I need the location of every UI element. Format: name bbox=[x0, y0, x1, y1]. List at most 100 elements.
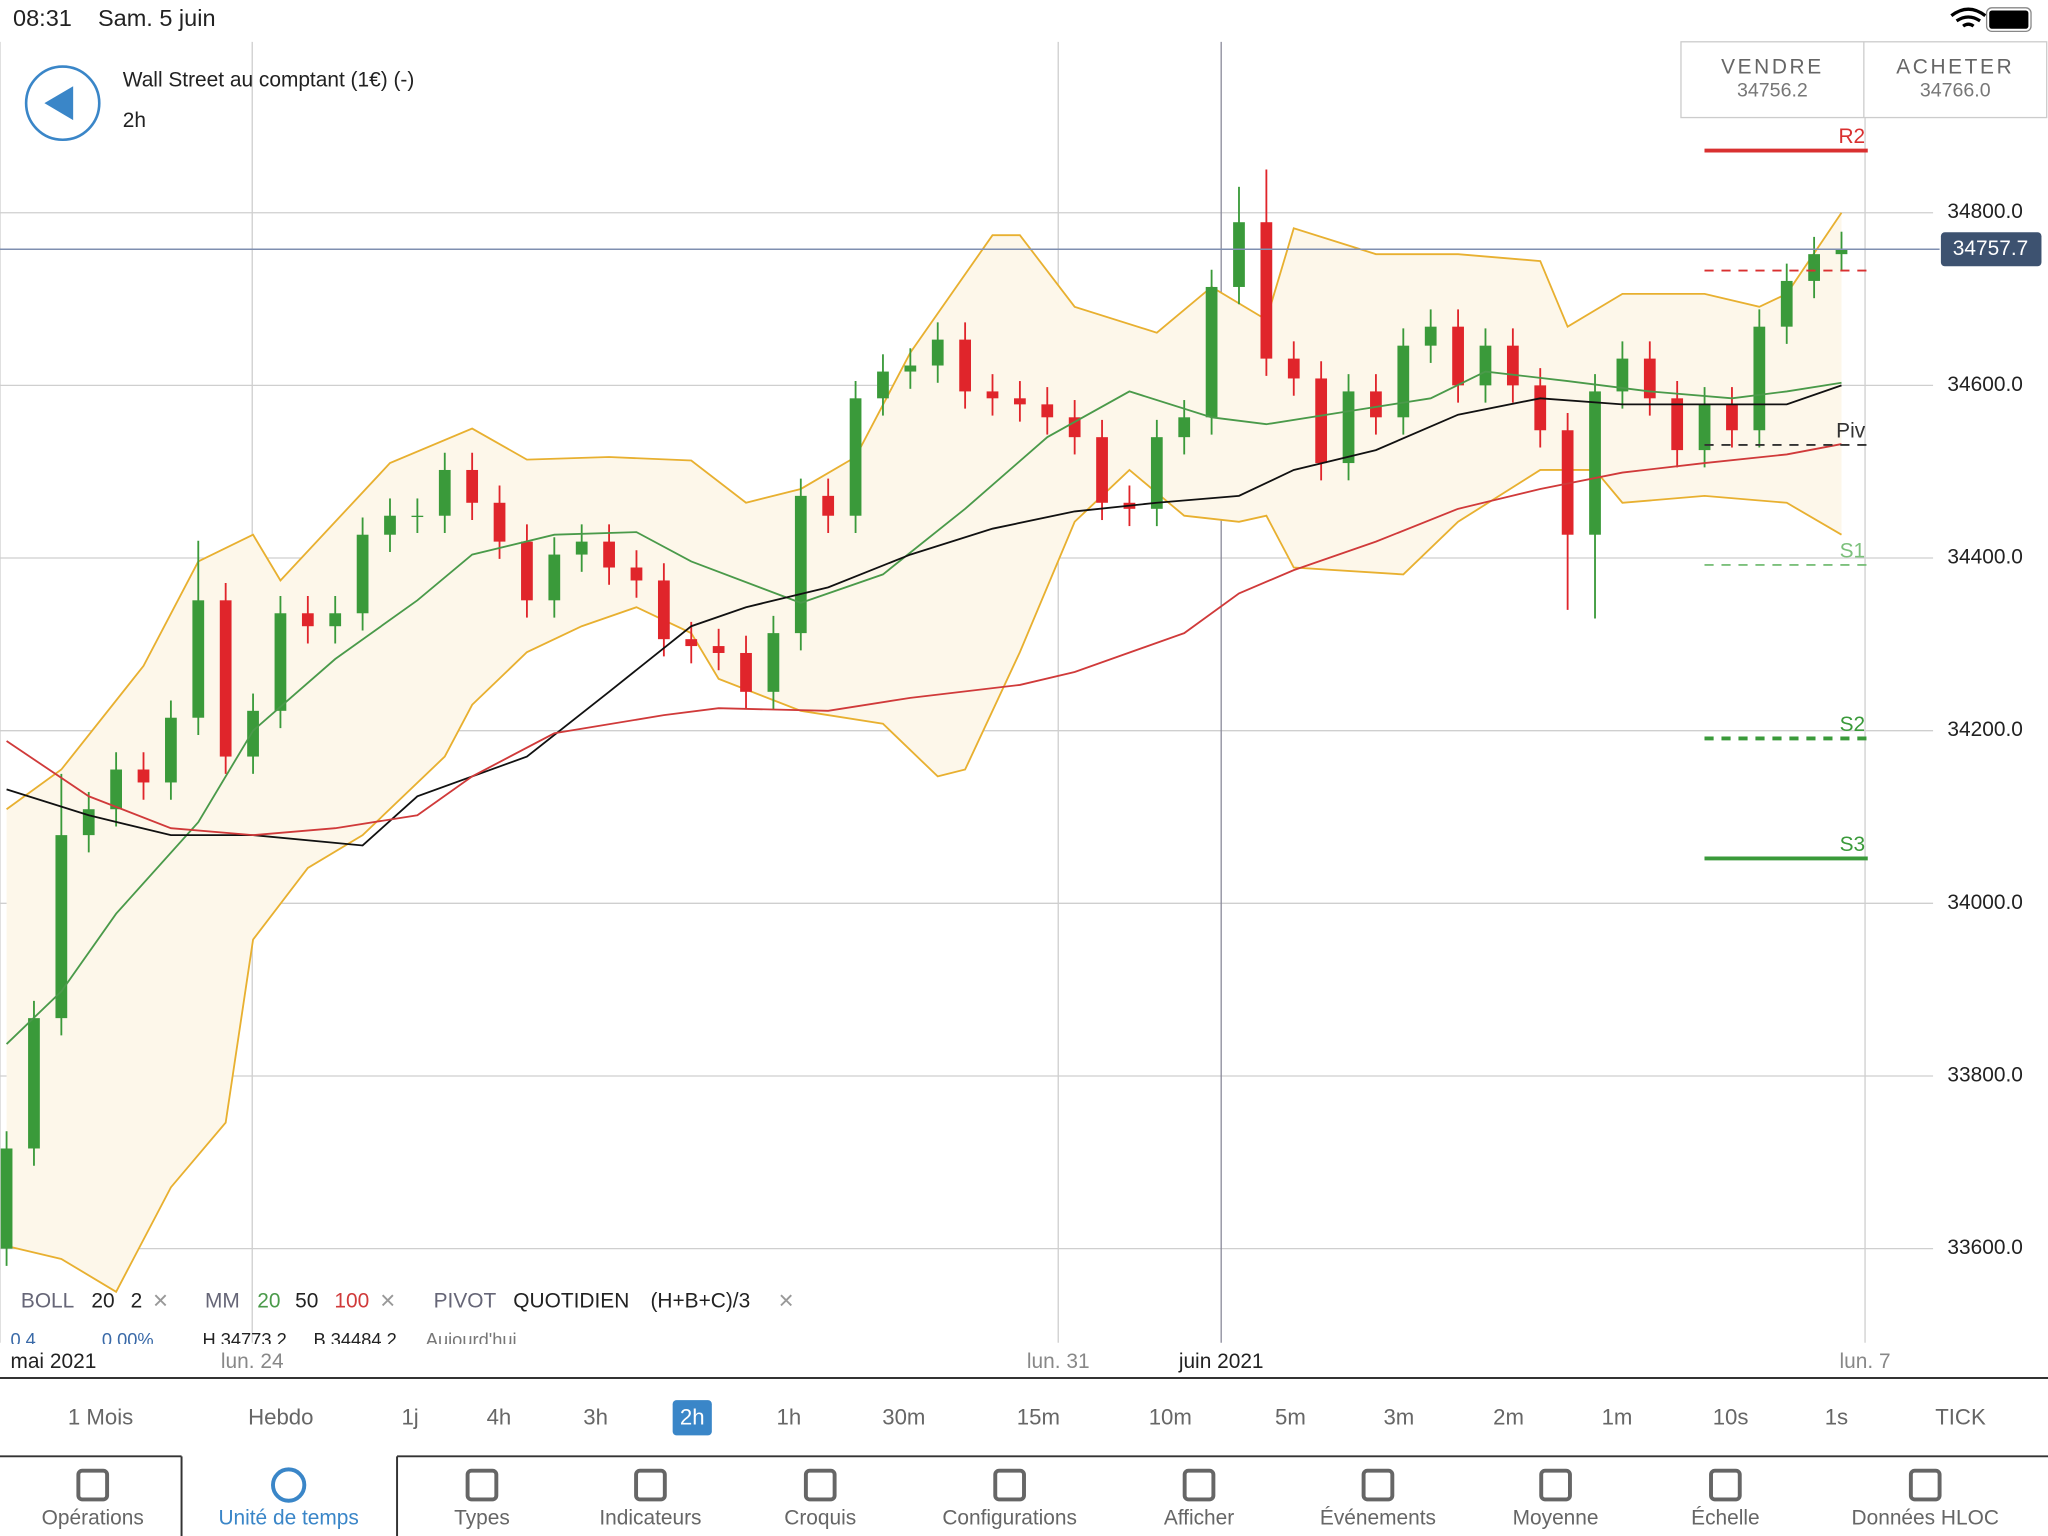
y-tick-label: 34800.0 bbox=[1947, 200, 2022, 223]
stat: B 34484.2 bbox=[313, 1329, 396, 1350]
mm-param: 100 bbox=[334, 1290, 369, 1313]
candle-body bbox=[1096, 437, 1108, 503]
timeframe-button[interactable]: Hebdo bbox=[248, 1404, 313, 1429]
y-tick-label: 33800.0 bbox=[1947, 1063, 2022, 1086]
moving-average bbox=[6, 443, 1842, 837]
pivot-label: PIVOT bbox=[434, 1290, 497, 1313]
candle-body bbox=[1424, 326, 1437, 346]
candle-body bbox=[1370, 391, 1382, 418]
tab-border bbox=[180, 1456, 399, 1536]
candle-body bbox=[1534, 385, 1547, 431]
candle-body bbox=[1260, 222, 1273, 359]
remove-pivot[interactable]: × bbox=[778, 1285, 793, 1315]
timeframe-label: 4h bbox=[487, 1404, 512, 1429]
moving-average bbox=[6, 384, 1842, 847]
timeframe-label: Hebdo bbox=[248, 1404, 313, 1429]
candle-body bbox=[1616, 358, 1629, 392]
timeframe-button[interactable]: 1m bbox=[1602, 1404, 1633, 1429]
timeframe-button[interactable]: 30m bbox=[882, 1404, 925, 1429]
toolbar-button[interactable]: Événements bbox=[1320, 1468, 1436, 1530]
candle-body bbox=[657, 580, 670, 640]
timeframe-button[interactable]: 1h bbox=[777, 1404, 802, 1429]
candle-body bbox=[548, 554, 561, 601]
toolbar-icon bbox=[1908, 1468, 1942, 1502]
timeframe-button[interactable]: 5m bbox=[1275, 1404, 1306, 1429]
candle-body bbox=[1178, 417, 1191, 438]
x-tick-label: lun. 24 bbox=[221, 1350, 284, 1373]
toolbar-button[interactable]: Opérations bbox=[42, 1468, 144, 1530]
timeframe-label: 1 Mois bbox=[68, 1404, 133, 1429]
toolbar-button[interactable]: Croquis bbox=[784, 1468, 856, 1530]
timeframe-label: 10m bbox=[1149, 1404, 1192, 1429]
toolbar-icon bbox=[76, 1468, 110, 1502]
timeframe-button[interactable]: TICK bbox=[1935, 1404, 1986, 1429]
moving-average bbox=[5, 370, 1842, 1045]
candle-body bbox=[55, 835, 68, 1019]
toolbar-button[interactable]: Unité de temps bbox=[180, 1453, 399, 1536]
bollinger-fill bbox=[6, 212, 1842, 1292]
x-tick-label: juin 2021 bbox=[1178, 1350, 1264, 1373]
candle-body bbox=[137, 769, 150, 783]
toolbar-button[interactable]: Configurations bbox=[942, 1468, 1077, 1530]
pivot-label: S3 bbox=[1840, 833, 1866, 856]
candle-body bbox=[959, 339, 971, 392]
timeframe-button[interactable]: 3h bbox=[583, 1404, 608, 1429]
y-tick-label: 33600.0 bbox=[1947, 1236, 2022, 1259]
candle-body bbox=[1698, 404, 1711, 451]
candle-body bbox=[986, 391, 999, 399]
timeframe-label: 3h bbox=[583, 1404, 608, 1429]
candle-body bbox=[712, 646, 725, 653]
timeframe-label: 5m bbox=[1275, 1404, 1306, 1429]
candle-body bbox=[0, 1148, 13, 1249]
remove-mm[interactable]: × bbox=[380, 1285, 395, 1315]
toolbar-icon bbox=[271, 1467, 307, 1503]
toolbar-icon bbox=[1361, 1468, 1395, 1502]
timeframe-button[interactable]: 15m bbox=[1017, 1404, 1060, 1429]
candle-body bbox=[1808, 254, 1820, 281]
candle-body bbox=[82, 809, 95, 836]
candle-body bbox=[685, 639, 698, 647]
timeframe-button[interactable]: 4h bbox=[487, 1404, 512, 1429]
toolbar-button[interactable]: Échelle bbox=[1691, 1468, 1760, 1530]
stat: 0.00% bbox=[102, 1329, 154, 1350]
timeframe-button[interactable]: 10s bbox=[1713, 1404, 1749, 1429]
sell-button[interactable]: VENDRE 34756.2 bbox=[1721, 55, 1824, 101]
toolbar-button[interactable]: Moyenne bbox=[1513, 1468, 1599, 1530]
pivot-label: R2 bbox=[1838, 125, 1865, 148]
candle-body bbox=[931, 339, 944, 366]
candle-body bbox=[822, 495, 835, 516]
candle-body bbox=[877, 371, 889, 399]
timeframe-button[interactable]: 1s bbox=[1825, 1404, 1848, 1429]
candle-body bbox=[301, 613, 314, 627]
timeframe-button[interactable]: 2m bbox=[1493, 1404, 1524, 1429]
timeframe-button[interactable]: 1j bbox=[401, 1404, 418, 1429]
mm-param: 50 bbox=[295, 1290, 318, 1313]
y-tick-label: 34000.0 bbox=[1947, 891, 2022, 914]
candle-body bbox=[411, 515, 424, 518]
toolbar-label: Types bbox=[454, 1507, 510, 1530]
toolbar-label: Indicateurs bbox=[599, 1507, 701, 1530]
timeframe-button[interactable]: 1 Mois bbox=[68, 1404, 133, 1429]
toolbar-icon bbox=[1182, 1468, 1216, 1502]
instrument-name: Wall Street au comptant (1€) (-) bbox=[123, 68, 415, 91]
buy-button[interactable]: ACHETER 34766.0 bbox=[1896, 55, 2014, 101]
pivot-param: QUOTIDIEN bbox=[513, 1290, 629, 1313]
timeframe-button[interactable]: 10m bbox=[1149, 1404, 1192, 1429]
timeframe-label: 10s bbox=[1713, 1404, 1749, 1429]
remove-boll[interactable]: × bbox=[153, 1285, 168, 1315]
toolbar-button[interactable]: Types bbox=[454, 1468, 510, 1530]
ui: 08:31 Sam. 5 juin Wall Street au comptan… bbox=[0, 5, 2048, 1536]
timeframe-button[interactable]: 2h bbox=[672, 1400, 712, 1436]
candle-body bbox=[274, 613, 287, 711]
toolbar-button[interactable]: Afficher bbox=[1164, 1468, 1234, 1530]
battery bbox=[1985, 7, 2032, 32]
candle-body bbox=[1397, 345, 1410, 418]
toolbar-label: Unité de temps bbox=[218, 1507, 358, 1530]
candle-body bbox=[1205, 286, 1218, 418]
boll-param: 2 bbox=[131, 1290, 143, 1313]
candle-body bbox=[192, 600, 205, 718]
toolbar-button[interactable]: Indicateurs bbox=[599, 1468, 702, 1530]
toolbar-button[interactable]: Données HLOC bbox=[1852, 1468, 1999, 1530]
tab-cover bbox=[181, 1453, 398, 1536]
timeframe-button[interactable]: 3m bbox=[1383, 1404, 1414, 1429]
